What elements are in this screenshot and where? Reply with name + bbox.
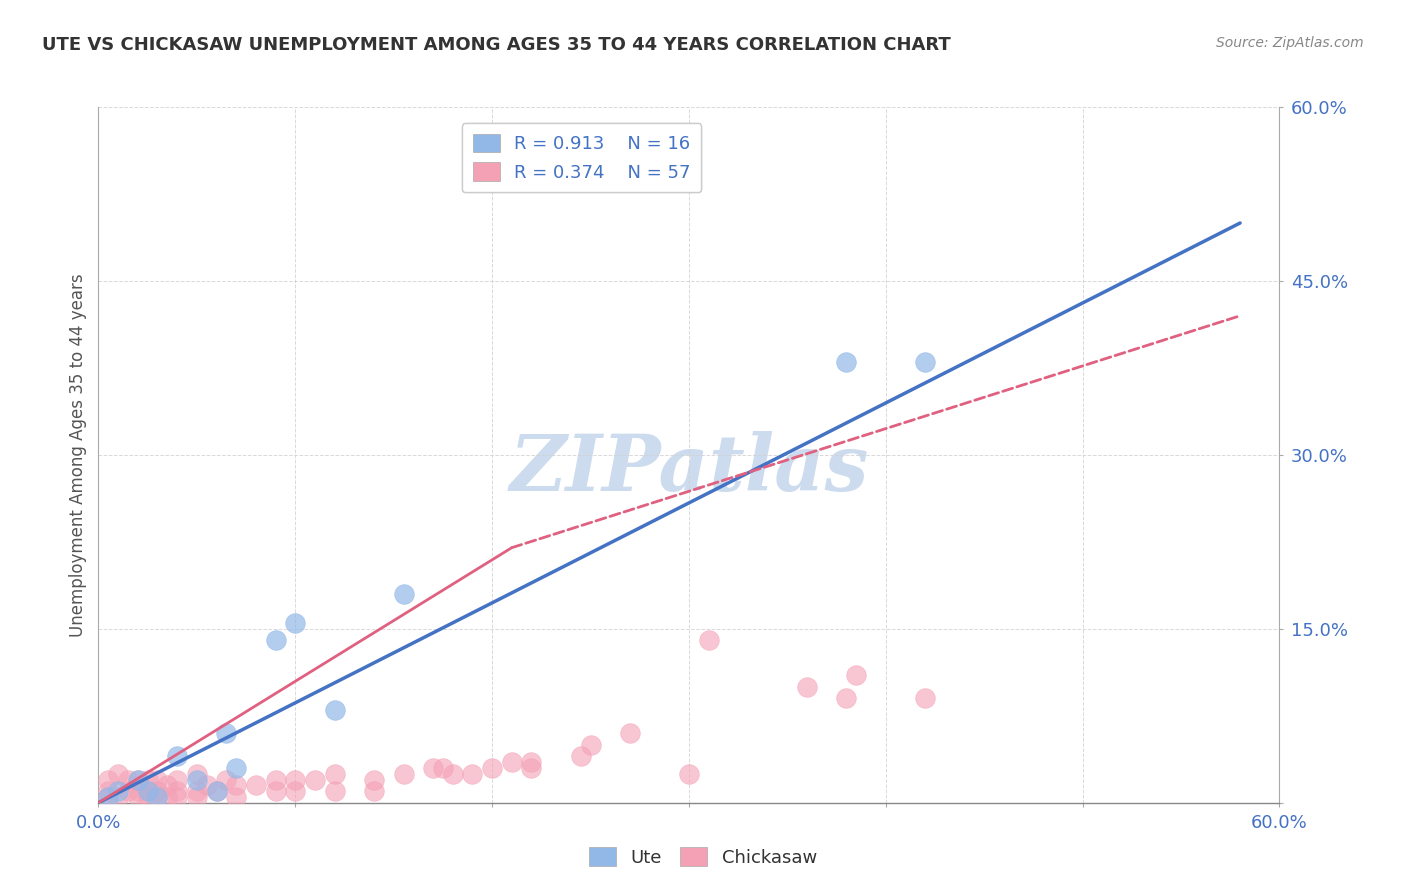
Point — [579, 738, 602, 752]
Point — [136, 772, 159, 787]
Point — [117, 784, 139, 798]
Point — [835, 691, 858, 706]
Point — [323, 703, 346, 717]
Point — [245, 778, 267, 792]
Point — [392, 766, 415, 781]
Point — [117, 772, 139, 787]
Point — [619, 726, 641, 740]
Point — [186, 784, 208, 798]
Point — [186, 766, 208, 781]
Point — [441, 766, 464, 781]
Point — [697, 633, 720, 648]
Point — [166, 749, 188, 764]
Point — [107, 766, 129, 781]
Point — [97, 790, 120, 805]
Point — [392, 587, 415, 601]
Point — [461, 766, 484, 781]
Point — [432, 761, 454, 775]
Point — [284, 615, 307, 630]
Point — [264, 784, 287, 798]
Point — [97, 790, 120, 805]
Point — [146, 790, 169, 805]
Point — [205, 784, 228, 798]
Point — [127, 790, 149, 805]
Text: Source: ZipAtlas.com: Source: ZipAtlas.com — [1216, 36, 1364, 50]
Point — [127, 784, 149, 798]
Point — [914, 691, 936, 706]
Point — [136, 784, 159, 798]
Point — [501, 755, 523, 769]
Point — [264, 633, 287, 648]
Point — [97, 772, 120, 787]
Point — [107, 790, 129, 805]
Point — [845, 668, 868, 682]
Point — [215, 726, 238, 740]
Point — [156, 778, 179, 792]
Text: UTE VS CHICKASAW UNEMPLOYMENT AMONG AGES 35 TO 44 YEARS CORRELATION CHART: UTE VS CHICKASAW UNEMPLOYMENT AMONG AGES… — [42, 36, 950, 54]
Point — [225, 790, 247, 805]
Point — [146, 772, 169, 787]
Point — [186, 790, 208, 805]
Legend: Ute, Chickasaw: Ute, Chickasaw — [582, 840, 824, 874]
Point — [107, 784, 129, 798]
Point — [166, 772, 188, 787]
Point — [914, 355, 936, 369]
Point — [136, 784, 159, 798]
Text: ZIPatlas: ZIPatlas — [509, 431, 869, 507]
Point — [97, 784, 120, 798]
Point — [166, 790, 188, 805]
Point — [146, 790, 169, 805]
Point — [323, 784, 346, 798]
Point — [304, 772, 326, 787]
Point — [156, 790, 179, 805]
Point — [363, 772, 385, 787]
Point — [520, 755, 543, 769]
Point — [569, 749, 592, 764]
Point — [146, 784, 169, 798]
Y-axis label: Unemployment Among Ages 35 to 44 years: Unemployment Among Ages 35 to 44 years — [69, 273, 87, 637]
Point — [225, 761, 247, 775]
Point — [363, 784, 385, 798]
Point — [264, 772, 287, 787]
Point — [796, 680, 818, 694]
Point — [422, 761, 444, 775]
Point — [481, 761, 503, 775]
Point — [520, 761, 543, 775]
Point — [835, 355, 858, 369]
Point — [127, 772, 149, 787]
Point — [284, 784, 307, 798]
Point — [225, 778, 247, 792]
Legend: R = 0.913    N = 16, R = 0.374    N = 57: R = 0.913 N = 16, R = 0.374 N = 57 — [461, 123, 702, 193]
Point — [166, 784, 188, 798]
Point — [136, 790, 159, 805]
Point — [127, 772, 149, 787]
Point — [323, 766, 346, 781]
Point — [186, 772, 208, 787]
Point — [678, 766, 700, 781]
Point — [215, 772, 238, 787]
Point — [205, 784, 228, 798]
Point — [284, 772, 307, 787]
Point — [195, 778, 218, 792]
